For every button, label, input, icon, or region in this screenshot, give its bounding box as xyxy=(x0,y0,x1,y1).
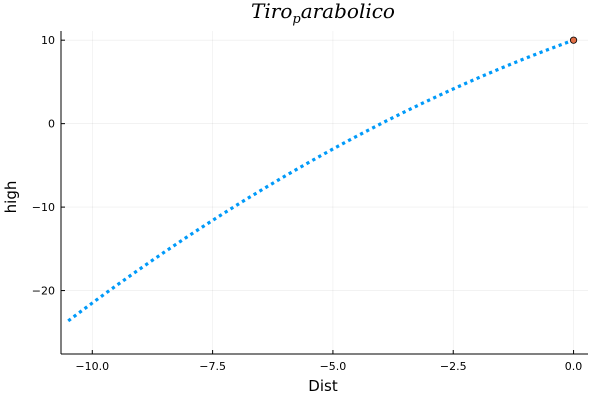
y-tick-label: −20 xyxy=(32,285,55,298)
x-axis-title: Dist xyxy=(308,377,338,395)
grid xyxy=(61,31,588,354)
chart-title-subscript: p xyxy=(292,12,301,27)
y-axis-title: high xyxy=(2,181,20,214)
y-tick-label: 0 xyxy=(48,118,55,131)
chart-title: Tiroparabolico xyxy=(251,0,395,27)
y-tick-label: 10 xyxy=(41,34,55,47)
x-tick-label: −5.0 xyxy=(320,360,347,373)
chart-title-base: Tiro xyxy=(251,0,292,23)
chart-title-rest: arabolico xyxy=(301,0,395,23)
plot-series xyxy=(67,36,578,323)
start-point-marker xyxy=(569,36,578,44)
x-tick-label: −2.5 xyxy=(440,360,467,373)
y-tick-label: −10 xyxy=(32,201,55,214)
trajectory-line xyxy=(67,38,575,323)
x-tick-label: −10.0 xyxy=(75,360,109,373)
x-tick-label: 0.0 xyxy=(565,360,583,373)
axes xyxy=(60,31,588,355)
x-tick-label: −7.5 xyxy=(199,360,226,373)
labels: −10.0 −7.5 −5.0 −2.5 0.0 −20 −10 0 10 xyxy=(32,34,583,373)
